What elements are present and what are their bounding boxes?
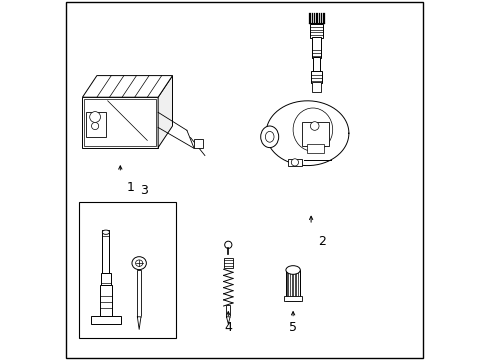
Bar <box>311 82 321 92</box>
Text: 5: 5 <box>288 321 297 334</box>
Ellipse shape <box>135 260 142 266</box>
Ellipse shape <box>91 122 99 130</box>
Polygon shape <box>158 76 172 148</box>
Text: 2: 2 <box>317 235 325 248</box>
Ellipse shape <box>265 131 273 142</box>
Text: 1: 1 <box>127 181 135 194</box>
Bar <box>307 144 323 153</box>
Bar <box>100 285 111 316</box>
Bar <box>79 202 176 338</box>
Bar <box>302 122 328 146</box>
Ellipse shape <box>224 241 231 248</box>
Bar <box>313 57 319 72</box>
Bar <box>285 270 300 301</box>
Bar <box>309 24 322 38</box>
Polygon shape <box>265 101 348 166</box>
Ellipse shape <box>310 122 318 130</box>
Bar <box>102 230 109 273</box>
Ellipse shape <box>260 126 278 148</box>
Bar <box>226 305 230 317</box>
Bar <box>86 112 106 137</box>
Bar <box>284 296 301 301</box>
Ellipse shape <box>132 257 146 270</box>
Bar <box>91 316 121 324</box>
Bar <box>84 99 156 146</box>
Text: 3: 3 <box>140 184 147 197</box>
Text: 4: 4 <box>224 321 232 334</box>
Polygon shape <box>82 76 172 97</box>
Ellipse shape <box>89 112 101 122</box>
Bar <box>311 37 320 58</box>
Ellipse shape <box>102 230 109 234</box>
Bar <box>194 139 203 148</box>
Polygon shape <box>137 317 141 329</box>
Bar <box>101 273 110 285</box>
Polygon shape <box>226 317 230 324</box>
Bar <box>224 258 232 268</box>
Ellipse shape <box>285 266 300 274</box>
Ellipse shape <box>292 108 332 151</box>
Bar <box>287 159 302 166</box>
Polygon shape <box>82 97 158 148</box>
Bar <box>310 71 322 83</box>
Bar <box>137 270 141 317</box>
Ellipse shape <box>291 159 298 166</box>
